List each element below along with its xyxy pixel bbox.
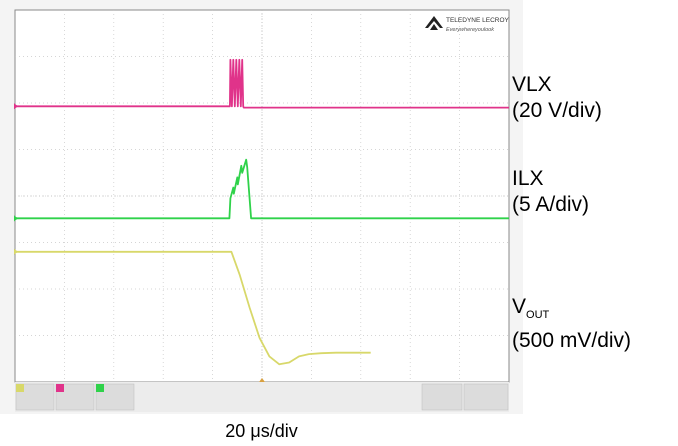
trace-vout xyxy=(15,250,371,366)
vlx-label: VLX (20 V/div) xyxy=(512,72,602,124)
waveform-traces xyxy=(15,58,509,366)
offset-marker-vout[interactable] xyxy=(14,248,18,255)
vout-name-main: V xyxy=(512,295,527,318)
offset-marker-vlx[interactable] xyxy=(14,103,18,110)
vout-label: VOUT (500 mV/div) xyxy=(512,294,631,354)
vlx-scale: (20 V/div) xyxy=(512,99,602,122)
trigger-box[interactable] xyxy=(463,383,509,411)
ilx-name: ILX xyxy=(512,167,544,190)
offset-marker-ilx[interactable] xyxy=(14,215,18,222)
ch1-tag xyxy=(16,384,24,392)
vout-scale: (500 mV/div) xyxy=(512,329,632,352)
ch2-tag xyxy=(56,384,64,392)
brand-mark-icon-2 xyxy=(430,24,438,30)
brand-tagline: Everywhereyoulook xyxy=(446,27,494,33)
ilx-scale: (5 A/div) xyxy=(512,193,590,216)
oscilloscope-screen: TELEDYNE LECROY Everywhereyoulook xyxy=(0,0,523,414)
ilx-label: ILX (5 A/div) xyxy=(512,166,589,218)
status-bar xyxy=(15,382,509,412)
ch3-tag xyxy=(96,384,104,392)
vout-name: VOUT xyxy=(512,294,631,328)
timebase-box[interactable] xyxy=(421,383,463,411)
trace-ilx xyxy=(15,158,509,220)
trace-vlx xyxy=(15,58,509,109)
channel-markers xyxy=(14,103,265,382)
trigger-position-marker[interactable] xyxy=(259,378,265,382)
vlx-name: VLX xyxy=(512,73,552,96)
vout-name-sub: OUT xyxy=(526,309,550,321)
graticule xyxy=(15,10,509,382)
time-scale-label: 20 μs/div xyxy=(225,421,298,441)
teledyne-lecroy-logo: TELEDYNE LECROY Everywhereyoulook xyxy=(425,16,510,33)
brand-mark-icon xyxy=(425,16,443,28)
brand-name: TELEDYNE LECROY xyxy=(446,17,510,24)
